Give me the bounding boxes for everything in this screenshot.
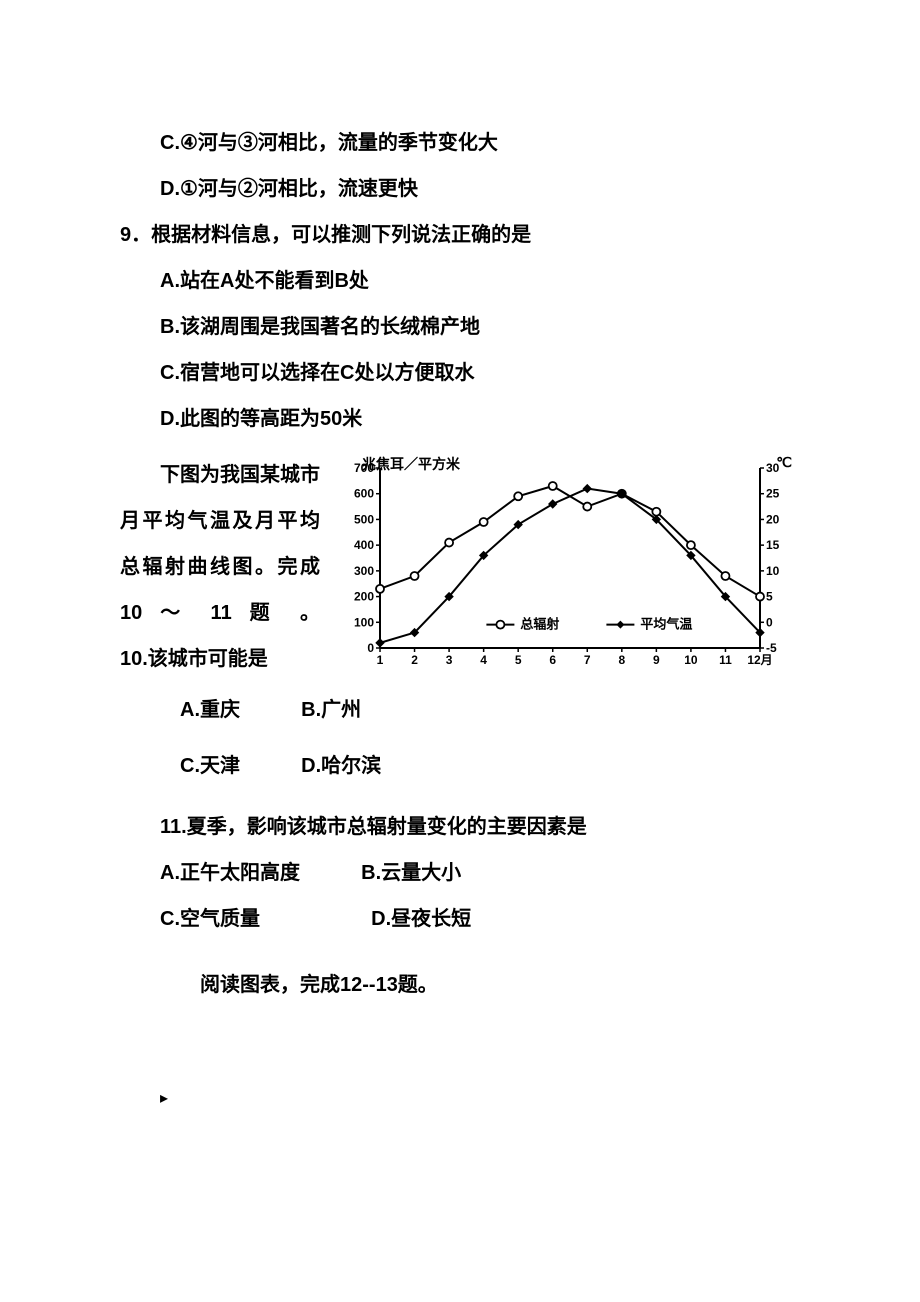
svg-text:2: 2 xyxy=(411,653,418,667)
q10-option-a: A.重庆 xyxy=(180,699,240,721)
triangle-marker-icon: ▸ xyxy=(120,1008,800,1108)
intro-12-13: 阅读图表，完成12--13题。 xyxy=(120,962,800,1008)
svg-text:0: 0 xyxy=(766,615,773,629)
svg-text:9: 9 xyxy=(653,653,660,667)
svg-text:25: 25 xyxy=(766,487,780,501)
q11-option-c: C.空气质量 xyxy=(160,908,260,930)
svg-text:20: 20 xyxy=(766,512,780,526)
svg-text:0: 0 xyxy=(367,641,374,655)
q11-option-b: B.云量大小 xyxy=(361,862,461,884)
svg-text:10: 10 xyxy=(684,653,698,667)
q11-options-row2: C.空气质量 D.昼夜长短 xyxy=(120,896,800,942)
intro-chart-row: 下图为我国某城市 月平均气温及月平均 总辐射曲线图。完成 10 ～ 11 题 。… xyxy=(120,452,800,682)
svg-text:6: 6 xyxy=(549,653,556,667)
svg-text:300: 300 xyxy=(354,564,374,578)
svg-text:100: 100 xyxy=(354,615,374,629)
q10-options-row2: C.天津 D.哈尔滨 xyxy=(120,738,800,794)
svg-text:15: 15 xyxy=(766,538,780,552)
q11-option-d: D.昼夜长短 xyxy=(371,908,471,930)
svg-text:12月: 12月 xyxy=(747,653,772,667)
y-left-axis-label: 兆焦耳／平方米 xyxy=(362,454,460,474)
q10-option-c: C.天津 xyxy=(180,755,240,777)
svg-text:5: 5 xyxy=(515,653,522,667)
intro-line-4: 10 ～ 11 题 。 xyxy=(120,590,320,636)
q10-options-row1: A.重庆 B.广州 xyxy=(120,682,800,738)
svg-text:11: 11 xyxy=(719,653,732,667)
svg-text:平均气温: 平均气温 xyxy=(640,617,692,632)
svg-text:200: 200 xyxy=(354,590,374,604)
svg-text:1: 1 xyxy=(377,653,384,667)
q9-option-c: C.宿营地可以选择在C处以方便取水 xyxy=(120,350,800,396)
q8-option-d: D.①河与②河相比，流速更快 xyxy=(120,166,800,212)
q9-option-b: B.该湖周围是我国著名的长绒棉产地 xyxy=(120,304,800,350)
svg-text:500: 500 xyxy=(354,512,374,526)
q10-option-d: D.哈尔滨 xyxy=(301,755,381,777)
chart-svg: 0100200300400500600700-50510152025301234… xyxy=(340,458,800,668)
svg-text:8: 8 xyxy=(618,653,625,667)
svg-text:总辐射: 总辐射 xyxy=(520,617,559,632)
svg-text:3: 3 xyxy=(446,653,453,667)
svg-text:400: 400 xyxy=(354,538,374,552)
q11-options-row1: A.正午太阳高度 B.云量大小 xyxy=(120,850,800,896)
q9-option-a: A.站在A处不能看到B处 xyxy=(120,258,800,304)
q11-option-a: A.正午太阳高度 xyxy=(160,862,300,884)
q10-option-b: B.广州 xyxy=(301,699,361,721)
radiation-temp-chart: 兆焦耳／平方米 ℃ 0100200300400500600700-5051015… xyxy=(340,458,800,668)
q8-option-c: C.④河与③河相比，流量的季节变化大 xyxy=(120,120,800,166)
svg-text:10: 10 xyxy=(766,564,780,578)
intro-line-2: 月平均气温及月平均 xyxy=(120,498,320,544)
svg-text:4: 4 xyxy=(480,653,487,667)
q9-stem: 9．根据材料信息，可以推测下列说法正确的是 xyxy=(120,212,800,258)
svg-text:7: 7 xyxy=(584,653,591,667)
y-right-axis-label: ℃ xyxy=(776,454,792,471)
q9-option-d: D.此图的等高距为50米 xyxy=(120,396,800,442)
q10-stem: 10.该城市可能是 xyxy=(120,636,320,682)
intro-text-block: 下图为我国某城市 月平均气温及月平均 总辐射曲线图。完成 10 ～ 11 题 。… xyxy=(120,452,320,682)
intro-line-3: 总辐射曲线图。完成 xyxy=(120,544,320,590)
svg-text:5: 5 xyxy=(766,590,773,604)
intro-line-1: 下图为我国某城市 xyxy=(120,452,320,498)
q11-stem: 11.夏季，影响该城市总辐射量变化的主要因素是 xyxy=(120,804,800,850)
svg-text:600: 600 xyxy=(354,487,374,501)
